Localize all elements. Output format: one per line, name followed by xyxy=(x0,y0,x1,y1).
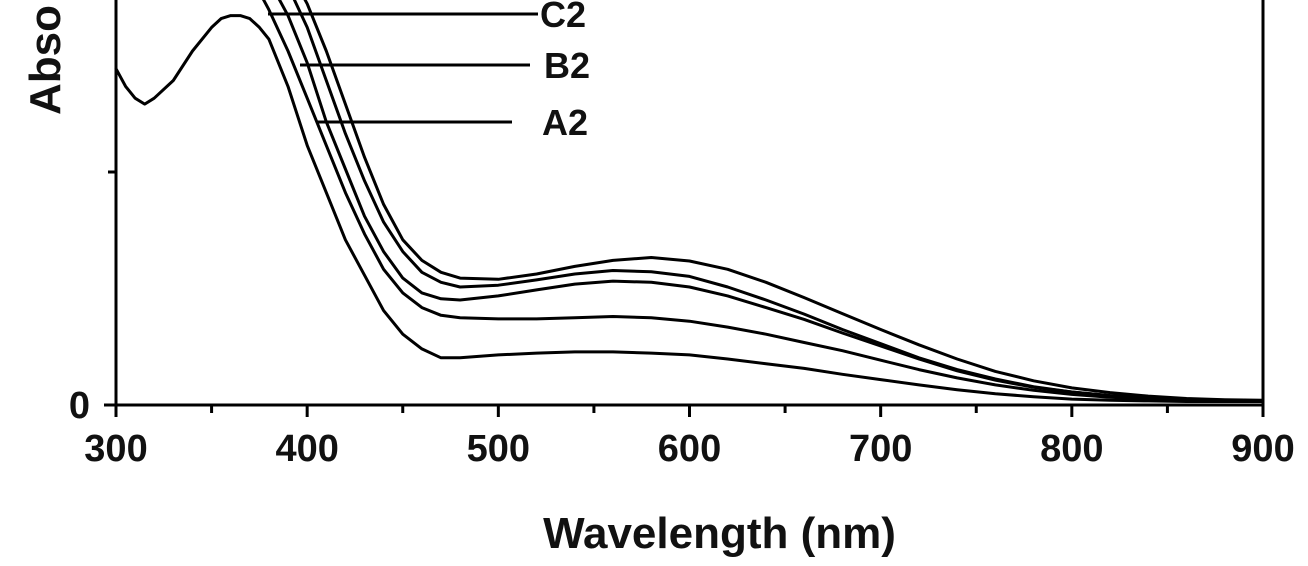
series-line-4 xyxy=(292,0,1265,403)
x-axis-title: Wavelength (nm) xyxy=(543,509,896,558)
y-tick-label: 0 xyxy=(69,385,90,427)
x-tick-label: 900 xyxy=(1231,428,1294,470)
series-group xyxy=(114,0,1265,403)
x-tick-label: 400 xyxy=(275,428,338,470)
series-line-1 xyxy=(114,14,1265,403)
legend-label: A2 xyxy=(542,102,588,143)
y-axis-title: Abso xyxy=(21,5,70,115)
series-line-3 xyxy=(277,0,1265,403)
legend: C2 B2 A2 xyxy=(268,0,590,143)
series-line-5 xyxy=(303,0,1265,402)
legend-label: C2 xyxy=(540,0,586,35)
series-line-2 xyxy=(261,0,1265,403)
legend-label: B2 xyxy=(544,45,590,86)
x-tick-label: 700 xyxy=(849,428,912,470)
axes xyxy=(114,0,1265,407)
x-tick-label: 600 xyxy=(658,428,721,470)
x-tick-label: 500 xyxy=(467,428,530,470)
x-tick-label: 800 xyxy=(1040,428,1103,470)
ticks: 300 400 500 600 700 800 900 0 xyxy=(69,170,1295,470)
x-tick-label: 300 xyxy=(84,428,147,470)
